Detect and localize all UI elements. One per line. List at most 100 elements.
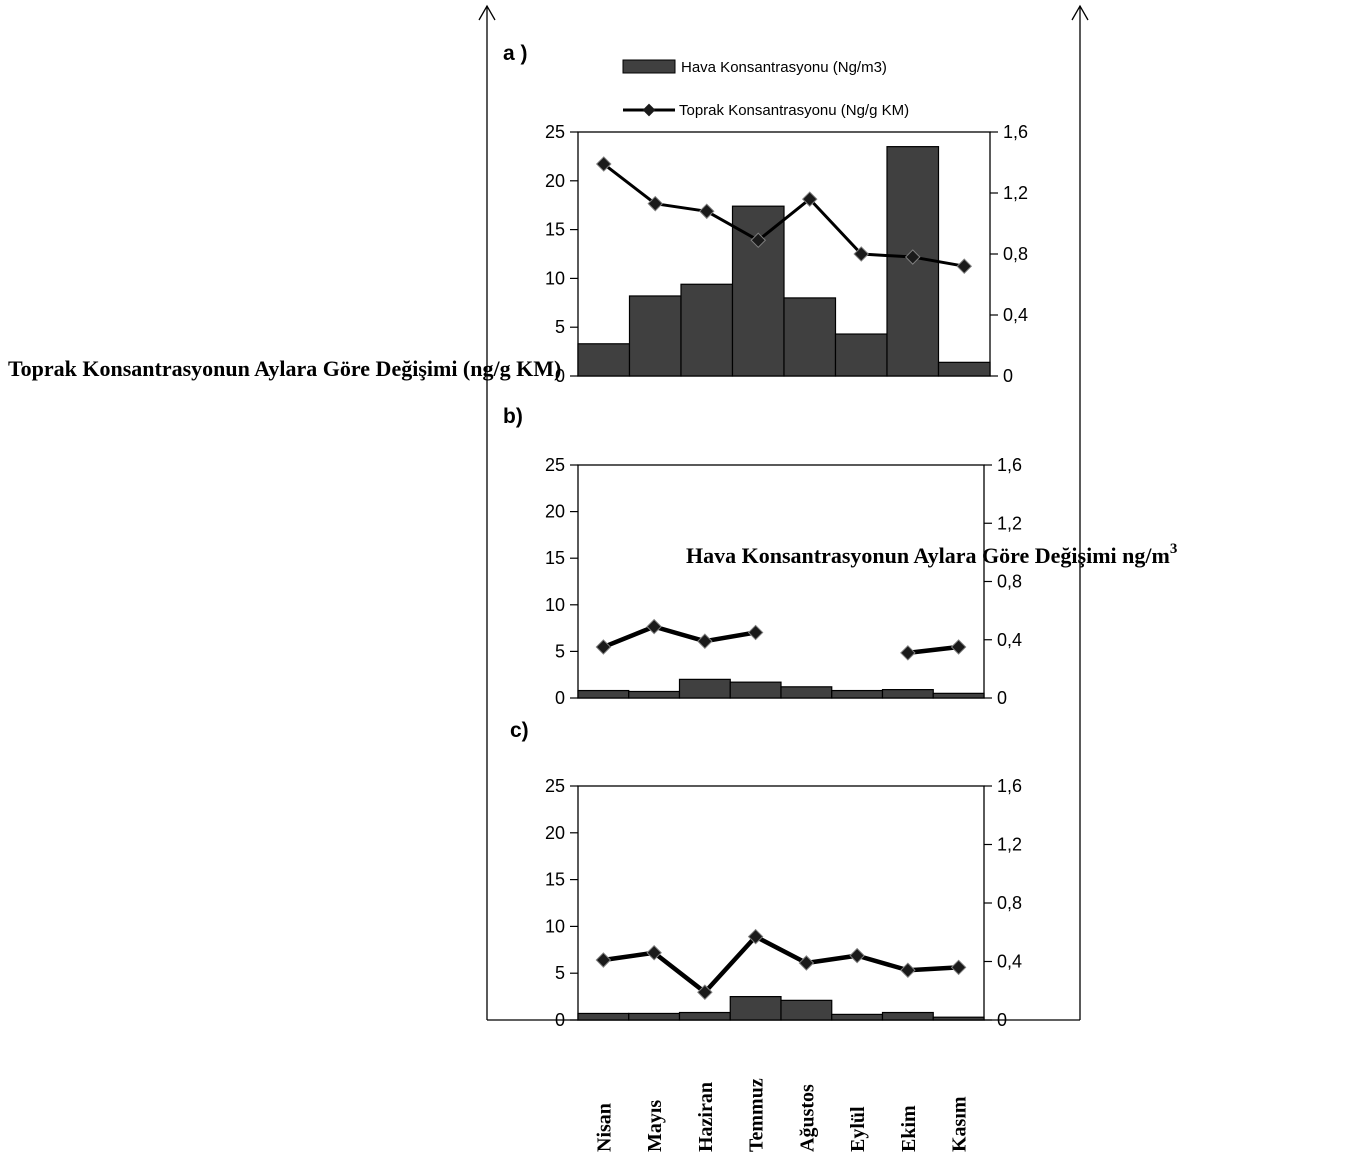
month-labels: Nisan Mayıs Haziran Temmuz Ağustos Eylül Ekim K… [593,1078,970,1152]
panel-c: c) 0 5 10 15 20 25 0 0,4 0,8 1,2 1,6 [510,719,1022,1030]
bar [678,678,731,699]
right-tick-label: 0 [1003,366,1013,386]
right-tick-label: 0,8 [997,893,1022,913]
left-tick-label: 0 [555,1010,565,1030]
line-point [647,195,664,212]
panel-a: a ) 0 5 10 15 20 25 0 0,4 0,8 1,2 1,6 [503,42,1028,386]
bar [937,361,991,377]
left-tick-label: 25 [545,776,565,796]
legend-bar-label: Hava Konsantrasyonu (Ng/m3) [681,59,887,76]
month-label: Ağustos [796,1084,818,1152]
series-line [603,934,959,995]
line-point [646,944,662,961]
legend: Hava Konsantrasyonu (Ng/m3) Toprak Konsa… [622,59,909,119]
right-tick-label: 1,2 [997,513,1022,533]
bar [577,1012,630,1021]
line-point [750,232,767,249]
right-tick-label: 1,6 [997,776,1022,796]
right-axis-title-superscript: 3 [1170,541,1178,557]
panel-label: b) [503,405,523,428]
outer-left-arrowhead [478,4,496,21]
left-tick-label: 20 [545,502,565,522]
plot-frame [577,785,985,1021]
month-label: Temmuz [746,1078,768,1152]
bar [628,1012,681,1021]
bar [831,1013,884,1021]
bar [783,297,837,377]
right-tick-label: 0 [997,1010,1007,1030]
line-point [798,955,815,971]
legend-line-label: Toprak Konsantrasyonu (Ng/g KM) [679,102,909,119]
outer-right-arrowhead [1071,4,1089,21]
bar [577,343,631,377]
line-point [747,624,764,641]
left-tick-label: 10 [545,916,565,936]
month-label: Mayıs [644,1100,666,1152]
bar [577,689,630,699]
left-tick-label: 5 [555,963,565,983]
line-point [801,191,818,207]
bar [678,1011,731,1021]
bar [628,295,682,377]
right-tick-label: 0,4 [997,952,1022,972]
month-label: Nisan [593,1103,615,1152]
right-tick-label: 0,8 [1003,244,1028,264]
month-label: Eylül [847,1106,869,1152]
left-tick-label: 15 [545,870,565,890]
left-tick-label: 20 [545,823,565,843]
right-tick-label: 1,6 [1003,122,1028,142]
series-line [602,162,965,268]
left-tick-label: 10 [545,268,565,288]
left-tick-label: 5 [555,317,565,337]
bar [780,686,833,699]
bar [881,689,934,699]
panel-label: a ) [503,42,528,65]
month-label: Haziran [695,1082,717,1152]
bar [831,689,884,699]
line-point [697,633,713,649]
line-point [950,959,967,976]
left-tick-label: 5 [555,641,565,661]
month-label: Ekim [898,1105,920,1152]
right-tick-label: 1,6 [997,455,1022,475]
plot-frame [577,464,985,699]
right-tick-label: 1,2 [997,835,1022,855]
line-point [646,618,662,635]
bar [729,995,782,1021]
bar [932,1016,985,1021]
left-tick-label: 25 [545,455,565,475]
line-point [853,246,870,262]
left-tick-label: 15 [545,548,565,568]
series-line [907,644,959,656]
right-tick-label: 0,8 [997,572,1022,592]
line-point [900,962,916,979]
right-tick-label: 1,2 [1003,183,1028,203]
left-axis-title: Toprak Konsantrasyonun Aylara Göre Değiş… [8,356,561,381]
line-point [956,258,973,274]
right-axis-title: Hava Konsantrasyonun Aylara Göre Değişim… [686,541,1177,568]
left-tick-label: 0 [555,688,565,708]
line-point [900,645,916,661]
bar [780,999,833,1021]
line-point [595,156,612,172]
bar [834,333,888,377]
left-tick-label: 10 [545,595,565,615]
panel-label: c) [510,719,529,742]
line-point [950,639,967,655]
panel-b: b) 0 5 10 15 20 25 0 0,4 0,8 1,2 1,6 [503,405,1022,708]
right-tick-label: 0,4 [1003,305,1028,325]
left-tick-label: 25 [545,122,565,142]
bar [881,1011,934,1021]
right-tick-label: 0,4 [997,630,1022,650]
bar [628,690,681,699]
left-tick-label: 15 [545,220,565,240]
line-point [849,947,865,964]
line-point [595,639,612,655]
bar [731,205,785,377]
legend-line-marker-icon [642,103,656,117]
bar [680,283,734,377]
right-tick-label: 0 [997,688,1007,708]
legend-bar-swatch [622,59,676,74]
month-label: Kasım [949,1096,971,1152]
